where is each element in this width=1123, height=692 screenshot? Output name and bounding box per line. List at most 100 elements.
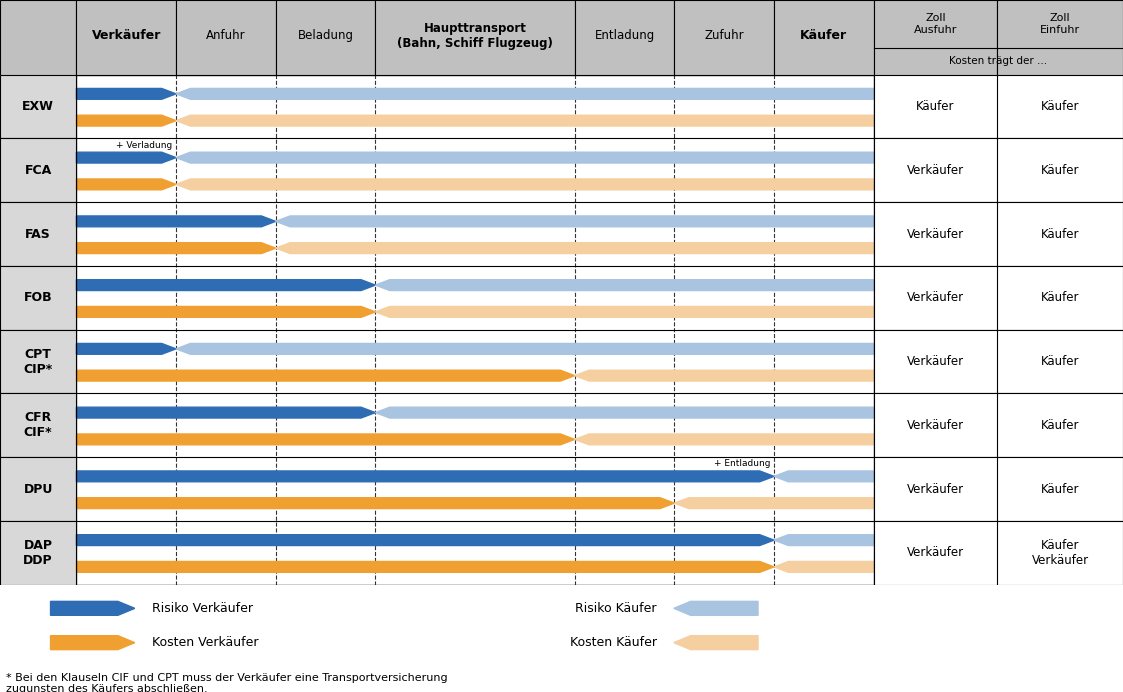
Text: Käufer: Käufer bbox=[916, 100, 955, 113]
FancyArrow shape bbox=[76, 471, 774, 482]
FancyArrow shape bbox=[774, 535, 874, 545]
Text: FCA: FCA bbox=[25, 164, 52, 177]
Text: Entladung: Entladung bbox=[594, 29, 655, 42]
FancyArrow shape bbox=[176, 89, 874, 99]
FancyArrow shape bbox=[375, 307, 874, 318]
Bar bbox=[674, 0, 774, 75]
Bar bbox=[874, 330, 997, 394]
Bar bbox=[874, 138, 997, 202]
Text: Verkäufer: Verkäufer bbox=[907, 291, 964, 304]
FancyArrow shape bbox=[774, 561, 874, 572]
Text: Käufer: Käufer bbox=[801, 29, 848, 42]
Bar bbox=[375, 0, 575, 75]
FancyArrow shape bbox=[176, 179, 874, 190]
Text: Käufer: Käufer bbox=[1041, 100, 1079, 113]
Text: Risiko Verkäufer: Risiko Verkäufer bbox=[152, 602, 253, 614]
FancyArrow shape bbox=[674, 636, 758, 650]
Bar bbox=[997, 138, 1123, 202]
Bar bbox=[575, 0, 674, 75]
FancyArrow shape bbox=[51, 601, 135, 615]
FancyArrow shape bbox=[76, 243, 276, 253]
FancyArrow shape bbox=[76, 343, 176, 354]
Bar bbox=[997, 457, 1123, 521]
FancyArrow shape bbox=[76, 561, 774, 572]
Text: Risiko Käufer: Risiko Käufer bbox=[575, 602, 657, 614]
Bar bbox=[0, 75, 76, 138]
Text: + Entladung: + Entladung bbox=[713, 459, 770, 468]
Text: Haupttransport
(Bahn, Schiff Flugzeug): Haupttransport (Bahn, Schiff Flugzeug) bbox=[398, 22, 553, 50]
Bar bbox=[874, 457, 997, 521]
FancyArrow shape bbox=[575, 370, 874, 381]
Text: DPU: DPU bbox=[24, 482, 53, 495]
Text: Käufer: Käufer bbox=[1041, 291, 1079, 304]
FancyArrow shape bbox=[674, 601, 758, 615]
Text: Käufer: Käufer bbox=[1041, 355, 1079, 368]
Bar bbox=[997, 330, 1123, 394]
Text: Zoll
Einfuhr: Zoll Einfuhr bbox=[1040, 13, 1080, 35]
FancyArrow shape bbox=[76, 115, 176, 126]
Bar bbox=[997, 75, 1123, 138]
FancyArrow shape bbox=[276, 243, 874, 253]
Text: Verkäufer: Verkäufer bbox=[907, 355, 964, 368]
Bar bbox=[0, 202, 76, 266]
Text: * Bei den Klauseln CIF und CPT muss der Verkäufer eine Transportversicherung
zug: * Bei den Klauseln CIF und CPT muss der … bbox=[6, 673, 447, 692]
FancyArrow shape bbox=[375, 280, 874, 291]
Bar bbox=[874, 266, 997, 330]
FancyArrow shape bbox=[51, 636, 135, 650]
Text: EXW: EXW bbox=[22, 100, 54, 113]
Text: Verkäufer: Verkäufer bbox=[907, 228, 964, 241]
Text: Käufer: Käufer bbox=[1041, 419, 1079, 432]
FancyArrow shape bbox=[176, 152, 874, 163]
Text: CPT
CIP*: CPT CIP* bbox=[24, 347, 53, 376]
Bar bbox=[997, 202, 1123, 266]
FancyArrow shape bbox=[76, 370, 575, 381]
Bar bbox=[76, 0, 176, 75]
Text: FAS: FAS bbox=[26, 228, 51, 241]
FancyArrow shape bbox=[76, 498, 674, 509]
Bar bbox=[276, 0, 375, 75]
Bar bbox=[176, 0, 276, 75]
FancyArrow shape bbox=[76, 152, 176, 163]
Bar bbox=[0, 521, 76, 585]
Bar bbox=[874, 521, 997, 585]
FancyArrow shape bbox=[674, 498, 874, 509]
Bar bbox=[997, 266, 1123, 330]
Bar bbox=[0, 266, 76, 330]
Text: Verkäufer: Verkäufer bbox=[907, 482, 964, 495]
Text: CFR
CIF*: CFR CIF* bbox=[24, 411, 53, 439]
FancyArrow shape bbox=[176, 115, 874, 126]
Bar bbox=[0, 457, 76, 521]
FancyArrow shape bbox=[76, 434, 575, 445]
Bar bbox=[0, 0, 76, 75]
Text: Kosten trägt der ...: Kosten trägt der ... bbox=[949, 56, 1048, 66]
Text: Käufer: Käufer bbox=[1041, 164, 1079, 177]
FancyArrow shape bbox=[76, 407, 375, 418]
Bar bbox=[0, 394, 76, 457]
FancyArrow shape bbox=[76, 216, 276, 227]
FancyArrow shape bbox=[76, 89, 176, 99]
FancyArrow shape bbox=[375, 407, 874, 418]
FancyArrow shape bbox=[774, 471, 874, 482]
Bar bbox=[997, 394, 1123, 457]
Text: + Verladung: + Verladung bbox=[116, 140, 172, 149]
FancyArrow shape bbox=[575, 434, 874, 445]
Text: Käufer
Verkäufer: Käufer Verkäufer bbox=[1032, 539, 1088, 567]
FancyArrow shape bbox=[176, 343, 874, 354]
Text: Käufer: Käufer bbox=[1041, 482, 1079, 495]
FancyArrow shape bbox=[276, 216, 874, 227]
Bar bbox=[774, 0, 874, 75]
Text: Anfuhr: Anfuhr bbox=[206, 29, 246, 42]
Text: Kosten Käufer: Kosten Käufer bbox=[570, 636, 657, 649]
Bar bbox=[874, 202, 997, 266]
Text: FOB: FOB bbox=[24, 291, 53, 304]
FancyArrow shape bbox=[76, 307, 375, 318]
Text: Verkäufer: Verkäufer bbox=[91, 29, 161, 42]
Bar bbox=[0, 330, 76, 394]
FancyArrow shape bbox=[76, 280, 375, 291]
Bar bbox=[997, 521, 1123, 585]
Text: Verkäufer: Verkäufer bbox=[907, 419, 964, 432]
Bar bbox=[874, 0, 997, 75]
Text: DAP
DDP: DAP DDP bbox=[24, 539, 53, 567]
Text: Zoll
Ausfuhr: Zoll Ausfuhr bbox=[914, 13, 957, 35]
Text: Käufer: Käufer bbox=[1041, 228, 1079, 241]
